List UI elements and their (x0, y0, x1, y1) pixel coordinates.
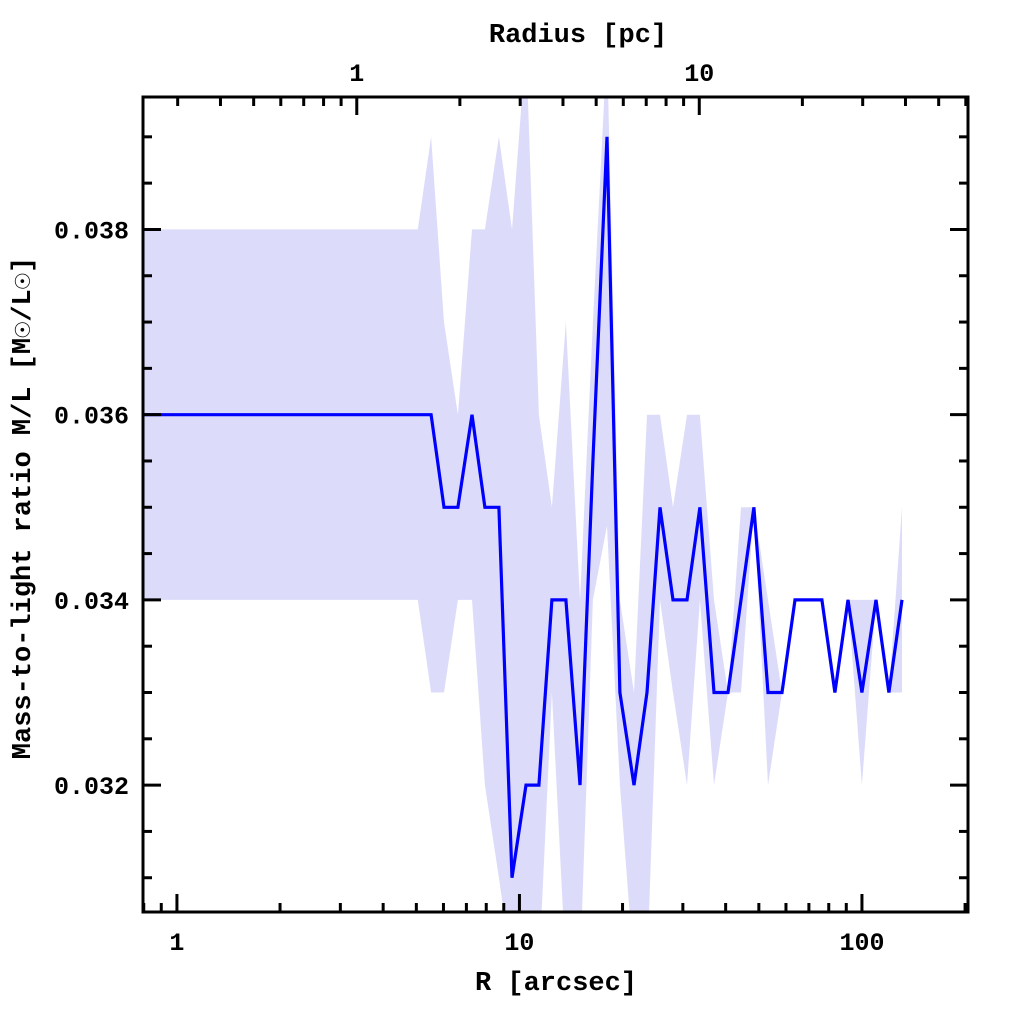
top-tick-label: 10 (684, 60, 714, 89)
series-line (143, 136, 904, 878)
y-tick-label: 0.032 (54, 773, 129, 802)
x-tick-label: 10 (504, 929, 534, 958)
top-tick-label: 1 (349, 60, 364, 89)
x-tick-label: 1 (169, 929, 184, 958)
top-axis-title: Radius [pc] (489, 21, 667, 51)
error-band (143, 97, 902, 912)
plot-area (143, 97, 904, 912)
y-tick-label: 0.036 (54, 403, 129, 432)
x-tick-label: 100 (839, 929, 884, 958)
y-axis-title: Mass-to-light ratio M/L [M☉/L☉] (9, 257, 39, 759)
y-tick-label: 0.038 (54, 217, 129, 246)
x-axis-title: R [arcsec] (475, 969, 637, 999)
plot-frame (141, 95, 970, 914)
tick-labels: 1 10 100 1 10 0.032 0.034 0.036 0.038 (54, 60, 884, 958)
y-tick-label: 0.034 (54, 588, 129, 617)
